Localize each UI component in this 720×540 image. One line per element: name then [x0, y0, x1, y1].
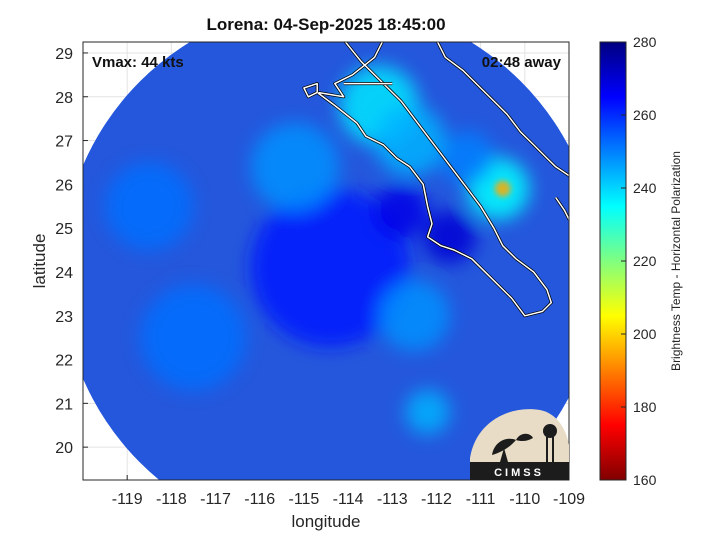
- y-tick-label: 26: [55, 177, 73, 194]
- y-tick-label: 23: [55, 309, 73, 326]
- x-tick-label: -111: [466, 491, 496, 508]
- y-tick-label: 28: [55, 90, 73, 107]
- colorbar-tick-label: 160: [633, 472, 657, 488]
- logo-band: [470, 462, 569, 480]
- colorbar-tick-label: 260: [633, 107, 657, 123]
- x-axis-label: longitude: [291, 512, 360, 531]
- brightness-feature: [140, 284, 247, 391]
- x-tick-label: -116: [244, 491, 275, 508]
- y-tick-label: 20: [55, 440, 73, 457]
- coastline: [436, 42, 569, 177]
- brightness-feature: [379, 280, 450, 352]
- brightness-feature: [250, 188, 410, 348]
- coastlines: [302, 42, 569, 318]
- dish-stand-icon: [500, 448, 508, 462]
- coastline: [555, 197, 569, 220]
- y-tick-label: 21: [55, 396, 73, 413]
- brightness-feature: [405, 390, 450, 435]
- y-tick-label: 24: [55, 265, 73, 282]
- water-tower-leg-icon: [546, 437, 548, 462]
- y-tick-label: 22: [55, 353, 73, 370]
- colorbar-ticks: 160 180 200 220 240 260 280: [621, 34, 657, 488]
- brightness-feature: [374, 105, 446, 176]
- colorbar-tick-label: 200: [633, 326, 657, 342]
- microwave-swath: [83, 42, 569, 480]
- cimss-logo: CIMSS: [470, 409, 569, 480]
- brightness-feature: [440, 131, 494, 185]
- x-tick-label: -119: [112, 491, 143, 508]
- brightness-feature: [423, 210, 477, 264]
- coastline: [316, 42, 553, 317]
- coastline: [303, 82, 318, 98]
- colorbar-tick-label: 280: [633, 34, 657, 50]
- y-tick-labels: 20 21 22 23 24 25 26 27 28 29: [55, 46, 73, 457]
- y-tick-label: 27: [55, 134, 73, 151]
- x-tick-label: -109: [553, 491, 585, 508]
- y-axis-label: latitude: [30, 234, 49, 289]
- water-tower-leg-icon-2: [552, 437, 554, 462]
- colorbar-tick-label: 180: [633, 399, 657, 415]
- brightness-feature: [250, 122, 340, 212]
- x-tick-labels: -119 -118 -117 -116 -115 -114 -113 -112 -111 -110…: [112, 491, 585, 508]
- colorbar-label: Brightness Temp - Horizontal Polarizatio…: [669, 151, 683, 371]
- vmax-annotation: Vmax: 44 kts: [92, 54, 184, 71]
- time-away-annotation: 02:48 away: [482, 54, 562, 71]
- x-tick-label: -114: [333, 491, 364, 508]
- satellite-dish-small-icon: [516, 433, 533, 442]
- chart-title: Lorena: 04-Sep-2025 18:45:00: [206, 15, 445, 34]
- satellite-dish-icon: [492, 438, 516, 455]
- water-tower-icon: [543, 424, 557, 438]
- colorbar-tick-label: 220: [633, 253, 657, 269]
- colorbar-tick-label: 240: [633, 180, 657, 196]
- x-tick-label: -118: [156, 491, 187, 508]
- y-tick-label: 25: [55, 221, 73, 238]
- x-tick-label: -112: [421, 491, 452, 508]
- brightness-feature: [374, 184, 428, 238]
- x-tick-label: -115: [288, 491, 319, 508]
- y-tick-label: 29: [55, 46, 73, 63]
- brightness-feature: [494, 180, 511, 197]
- x-tick-label: -117: [200, 491, 231, 508]
- axes-frame: [82, 41, 570, 481]
- brightness-feature: [105, 162, 194, 251]
- x-tick-label: -113: [377, 491, 408, 508]
- x-tick-label: -110: [509, 491, 540, 508]
- logo-text: CIMSS: [494, 467, 544, 479]
